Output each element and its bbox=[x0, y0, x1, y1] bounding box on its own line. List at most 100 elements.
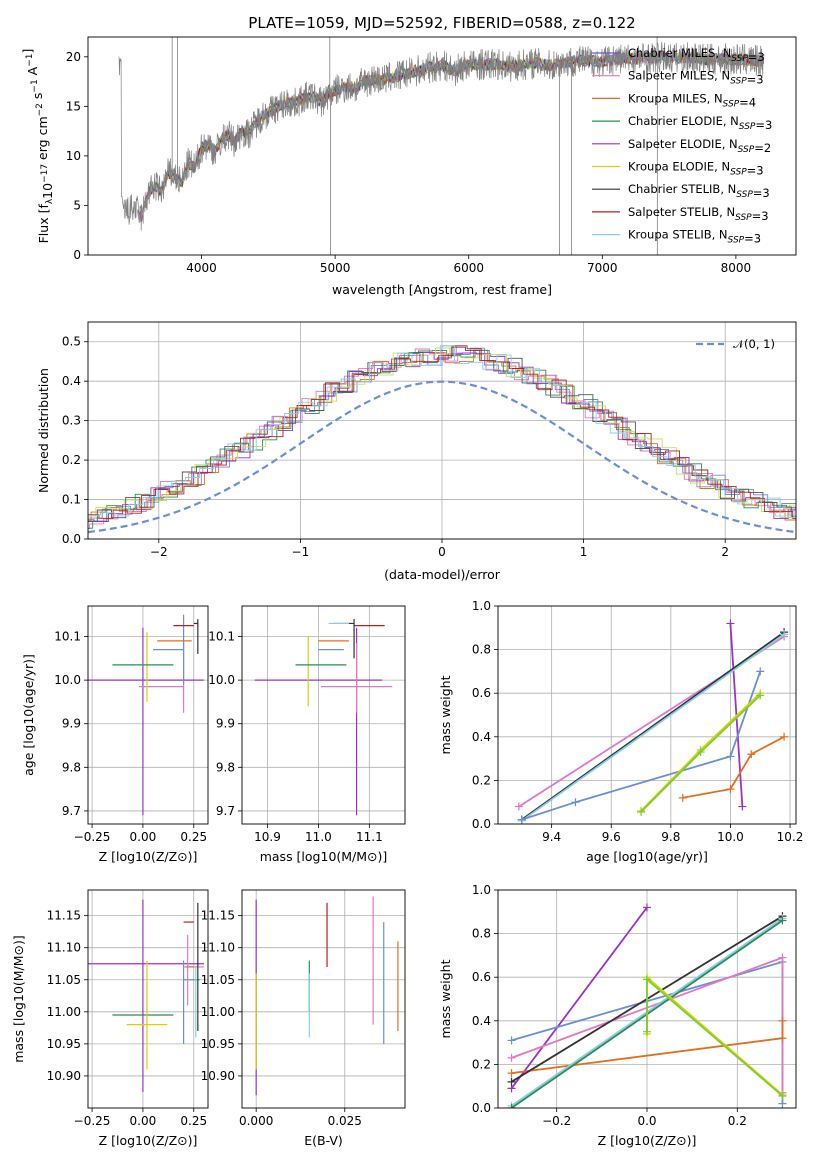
weight-point bbox=[507, 1069, 516, 1078]
x-tick-label: 9.8 bbox=[661, 830, 680, 844]
label-part: SSP bbox=[728, 236, 745, 246]
residuals-frame bbox=[87, 321, 797, 540]
label-part: ] bbox=[20, 49, 35, 54]
weight-point bbox=[756, 691, 765, 700]
weight-point bbox=[778, 1034, 787, 1043]
y-tick-label: 0.0 bbox=[472, 817, 491, 831]
x-tick-label: 0.25 bbox=[180, 1114, 207, 1128]
weight-point bbox=[507, 1104, 516, 1108]
label-part: s bbox=[30, 93, 45, 104]
weight-point bbox=[778, 1092, 787, 1101]
weight-point bbox=[514, 802, 523, 811]
weight-series-1 bbox=[507, 903, 651, 1093]
y-tick-label: 10 bbox=[66, 149, 81, 163]
weight-series-9 bbox=[643, 975, 787, 1101]
weight-point bbox=[738, 802, 747, 811]
label-part: =3 bbox=[755, 118, 772, 132]
mass_vs_Z-y-axis-label: mass [log10(M/M⊙)] bbox=[11, 935, 26, 1063]
weight-point bbox=[726, 619, 735, 628]
label-part: SSP bbox=[736, 190, 753, 200]
weight-point bbox=[571, 798, 580, 807]
x-tick-label: 10.9 bbox=[254, 830, 281, 844]
weight-series-4 bbox=[507, 1016, 787, 1078]
legend-entry-6: Kroupa ELODIE, NSSP=3 bbox=[628, 160, 764, 178]
weight-point bbox=[678, 793, 687, 802]
spectrum-y-axis-label: Flux [fλ10−17 erg cm−2 s−1 A−1] bbox=[20, 49, 55, 244]
mass_vs_Z-x-axis-label: Z [log10(Z/Z⊙)] bbox=[99, 1133, 198, 1148]
y-tick-label: 1.0 bbox=[472, 599, 491, 613]
label-part: Salpeter STELIB, N bbox=[628, 205, 735, 219]
weight_vs_Z-x-axis-label: Z [log10(Z/Z⊙)] bbox=[598, 1133, 697, 1148]
weight-point bbox=[643, 1027, 651, 1036]
y-tick-label: 9.7 bbox=[216, 804, 235, 818]
y-tick-label: 11.05 bbox=[201, 973, 235, 987]
label-part: SSP bbox=[735, 213, 752, 223]
weight-point bbox=[507, 1053, 516, 1062]
age_vs_Z-x-axis-label: Z [log10(Z/Z⊙)] bbox=[99, 849, 198, 864]
weight-point bbox=[507, 1077, 516, 1086]
weight-line bbox=[682, 736, 785, 799]
x-tick-label: 9.6 bbox=[602, 830, 621, 844]
y-tick-label: 5 bbox=[73, 198, 81, 212]
label-part: erg cm bbox=[35, 116, 50, 164]
x-tick-label: −0.25 bbox=[74, 830, 111, 844]
weight-line bbox=[646, 975, 784, 1096]
legend-entry-9: Kroupa STELIB, NSSP=3 bbox=[628, 228, 761, 246]
legend-entry-gaussian: 𝒩(0, 1) bbox=[733, 337, 775, 351]
histogram-4 bbox=[88, 349, 796, 529]
residuals-y-axis-label: Normed distribution bbox=[36, 368, 51, 493]
gaussian-curve bbox=[88, 380, 796, 534]
mass_vs_Z-errorbars bbox=[88, 899, 204, 1092]
y-tick-label: 11.10 bbox=[47, 941, 81, 955]
y-tick-label: 15 bbox=[66, 99, 81, 113]
x-tick-label: −0.25 bbox=[74, 1114, 111, 1128]
label-part: =3 bbox=[744, 232, 761, 246]
histogram-6 bbox=[88, 347, 796, 517]
spectrum-x-axis-label: wavelength [Angstrom, rest frame] bbox=[332, 282, 552, 297]
weight-line bbox=[521, 633, 785, 822]
weight-point bbox=[778, 953, 787, 962]
residuals-x-axis-label: (data-model)/error bbox=[384, 567, 501, 582]
y-tick-label: 11.05 bbox=[47, 973, 81, 987]
weight_vs_age-frame bbox=[497, 605, 797, 825]
errorbar-2 bbox=[138, 643, 185, 713]
x-tick-label: −0.2 bbox=[542, 1114, 571, 1128]
label-part: Salpeter MILES, N bbox=[628, 69, 730, 83]
y-tick-label: 10.1 bbox=[208, 630, 235, 644]
age_vs_mass-x-axis-label: mass [log10(M/M⊙)] bbox=[260, 849, 388, 864]
weight-point bbox=[726, 785, 735, 794]
weight-point bbox=[643, 975, 651, 984]
label-part: −1 bbox=[30, 79, 40, 92]
y-tick-label: 0.0 bbox=[472, 1101, 491, 1115]
weight-series-7 bbox=[637, 691, 765, 817]
weight-point bbox=[637, 808, 646, 817]
x-tick-label: 0.25 bbox=[180, 830, 207, 844]
weight-point bbox=[517, 815, 526, 824]
errorbar-5 bbox=[153, 614, 185, 685]
weight-point bbox=[756, 667, 765, 676]
label-part: Chabrier STELIB, N bbox=[628, 182, 736, 196]
label-part: =3 bbox=[753, 186, 770, 200]
y-tick-label: 11.15 bbox=[201, 909, 235, 923]
label-part: −2 bbox=[35, 103, 45, 116]
x-tick-label: 0.000 bbox=[239, 1114, 273, 1128]
errorbar-8 bbox=[333, 619, 355, 659]
y-tick-label: 11.15 bbox=[47, 909, 81, 923]
x-tick-label: 9.4 bbox=[542, 830, 561, 844]
legend-entry-5: Salpeter ELODIE, NSSP=2 bbox=[628, 137, 771, 155]
label-part: SSP bbox=[730, 77, 747, 87]
weight-point bbox=[778, 916, 787, 925]
legend-entry-7: Chabrier STELIB, NSSP=3 bbox=[628, 182, 770, 200]
y-tick-label: 0.6 bbox=[472, 686, 491, 700]
residuals-legend: 𝒩(0, 1) bbox=[696, 337, 775, 351]
y-tick-label: 0.0 bbox=[62, 532, 81, 546]
label-part: −1 bbox=[25, 54, 35, 67]
weight-point bbox=[643, 903, 651, 912]
weight-point bbox=[507, 1036, 516, 1045]
weight_vs_age-axes: 9.4 9.6 9.8 10.0 10.2 0.0 0.2 0.4 0.6 0.8 1.0 bbox=[472, 599, 803, 844]
y-tick-label: 9.7 bbox=[62, 804, 81, 818]
label-part: =3 bbox=[752, 209, 769, 223]
weight-point bbox=[780, 732, 789, 741]
label-part: SSP bbox=[738, 145, 755, 155]
